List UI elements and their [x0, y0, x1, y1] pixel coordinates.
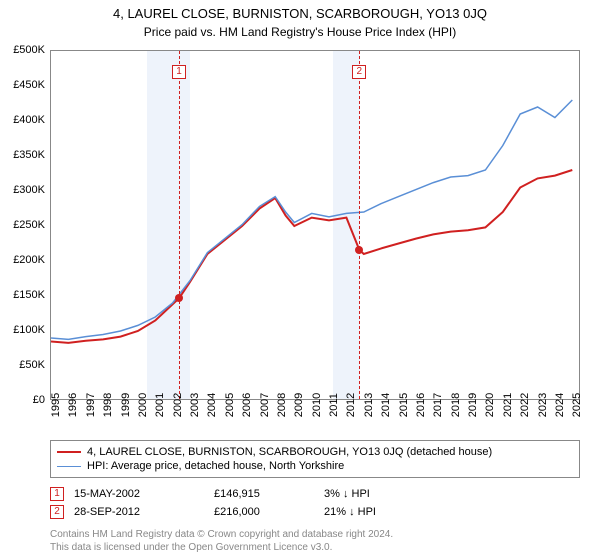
x-tick-label: 2024 — [554, 393, 566, 417]
y-tick-label: £150K — [0, 289, 45, 301]
sales-delta-1: 3% ↓ HPI — [324, 488, 444, 500]
legend-swatch-property — [57, 451, 81, 453]
chart-subtitle: Price paid vs. HM Land Registry's House … — [0, 21, 600, 45]
y-tick-label: £500K — [0, 44, 45, 56]
x-tick-label: 1996 — [67, 393, 79, 417]
legend-label-hpi: HPI: Average price, detached house, Nort… — [87, 460, 344, 472]
footer-line-2: This data is licensed under the Open Gov… — [50, 541, 580, 554]
sales-delta-2: 21% ↓ HPI — [324, 506, 444, 518]
legend-item-property: 4, LAUREL CLOSE, BURNISTON, SCARBOROUGH,… — [57, 445, 573, 459]
x-tick-label: 2010 — [311, 393, 323, 417]
y-tick-label: £50K — [0, 359, 45, 371]
chart-area: 12 £0£50K£100K£150K£200K£250K£300K£350K£… — [50, 50, 580, 400]
sales-table: 1 15-MAY-2002 £146,915 3% ↓ HPI 2 28-SEP… — [50, 485, 580, 521]
x-tick-label: 2004 — [206, 393, 218, 417]
y-tick-label: £350K — [0, 149, 45, 161]
footer-line-1: Contains HM Land Registry data © Crown c… — [50, 528, 580, 541]
x-tick-label: 2016 — [415, 393, 427, 417]
sale-marker-dot — [175, 294, 183, 302]
x-tick-label: 2025 — [571, 393, 583, 417]
line-layer — [51, 51, 581, 401]
footer: Contains HM Land Registry data © Crown c… — [50, 528, 580, 554]
sale-marker-box: 2 — [352, 65, 366, 79]
x-tick-label: 1998 — [102, 393, 114, 417]
sale-marker-box: 1 — [172, 65, 186, 79]
y-tick-label: £400K — [0, 114, 45, 126]
x-tick-label: 2012 — [345, 393, 357, 417]
x-tick-label: 2022 — [519, 393, 531, 417]
sales-price-2: £216,000 — [214, 506, 314, 518]
series-property — [51, 170, 572, 343]
x-tick-label: 2000 — [137, 393, 149, 417]
x-tick-label: 2001 — [154, 393, 166, 417]
legend-item-hpi: HPI: Average price, detached house, Nort… — [57, 459, 573, 473]
x-tick-label: 2007 — [259, 393, 271, 417]
y-tick-label: £450K — [0, 79, 45, 91]
sales-price-1: £146,915 — [214, 488, 314, 500]
x-tick-label: 2014 — [380, 393, 392, 417]
x-tick-label: 2005 — [224, 393, 236, 417]
x-tick-label: 2020 — [484, 393, 496, 417]
x-tick-label: 2009 — [293, 393, 305, 417]
x-tick-label: 2003 — [189, 393, 201, 417]
sales-row-1: 1 15-MAY-2002 £146,915 3% ↓ HPI — [50, 485, 580, 503]
x-tick-label: 1999 — [120, 393, 132, 417]
sale-marker-line — [179, 51, 180, 399]
x-tick-label: 2006 — [241, 393, 253, 417]
sale-marker-line — [359, 51, 360, 399]
x-tick-label: 2002 — [172, 393, 184, 417]
y-tick-label: £100K — [0, 324, 45, 336]
x-tick-label: 2008 — [276, 393, 288, 417]
sales-row-2: 2 28-SEP-2012 £216,000 21% ↓ HPI — [50, 503, 580, 521]
x-tick-label: 2013 — [363, 393, 375, 417]
x-tick-label: 2019 — [467, 393, 479, 417]
sales-date-2: 28-SEP-2012 — [74, 506, 204, 518]
legend: 4, LAUREL CLOSE, BURNISTON, SCARBOROUGH,… — [50, 440, 580, 478]
sales-marker-2-icon: 2 — [50, 505, 64, 519]
chart-container: 4, LAUREL CLOSE, BURNISTON, SCARBOROUGH,… — [0, 0, 600, 560]
legend-label-property: 4, LAUREL CLOSE, BURNISTON, SCARBOROUGH,… — [87, 446, 492, 458]
sales-date-1: 15-MAY-2002 — [74, 488, 204, 500]
sales-marker-1-icon: 1 — [50, 487, 64, 501]
y-tick-label: £300K — [0, 184, 45, 196]
x-tick-label: 2017 — [432, 393, 444, 417]
y-tick-label: £200K — [0, 254, 45, 266]
y-tick-label: £0 — [0, 394, 45, 406]
y-tick-label: £250K — [0, 219, 45, 231]
x-tick-label: 1997 — [85, 393, 97, 417]
x-tick-label: 2011 — [328, 393, 340, 417]
x-tick-label: 2018 — [450, 393, 462, 417]
sale-marker-dot — [355, 246, 363, 254]
chart-title: 4, LAUREL CLOSE, BURNISTON, SCARBOROUGH,… — [0, 0, 600, 21]
x-tick-label: 2021 — [502, 393, 514, 417]
x-tick-label: 2015 — [398, 393, 410, 417]
legend-swatch-hpi — [57, 466, 81, 467]
x-tick-label: 1995 — [50, 393, 62, 417]
x-tick-label: 2023 — [537, 393, 549, 417]
plot-region: 12 — [50, 50, 580, 400]
